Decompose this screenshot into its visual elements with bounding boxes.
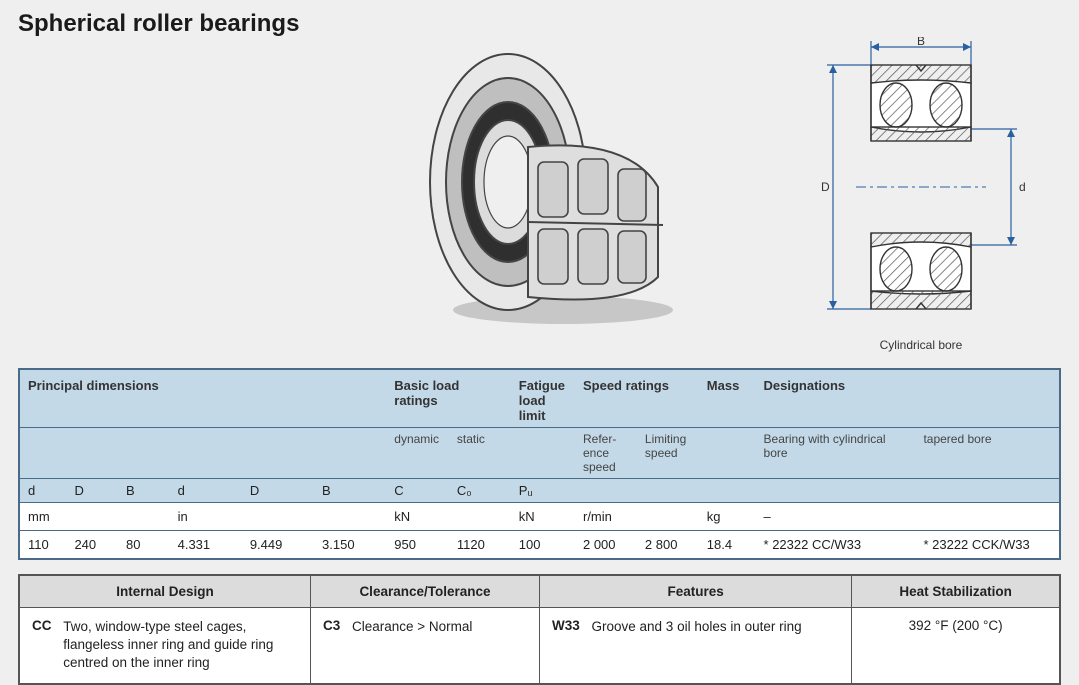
hdr-lim: Limiting speed xyxy=(637,428,699,479)
val-Pu: 100 xyxy=(511,531,575,560)
unit-dash: – xyxy=(756,503,1060,531)
val-B-in: 3.150 xyxy=(314,531,386,560)
sym-B-in: B xyxy=(314,479,386,503)
val-C0: 1120 xyxy=(449,531,511,560)
unit-kN: kN xyxy=(386,503,511,531)
sym-C: C xyxy=(386,479,449,503)
code-c3: C3 xyxy=(323,618,340,633)
sym-B: B xyxy=(118,479,170,503)
hdr-principal: Principal dimensions xyxy=(19,369,386,428)
val-D: 240 xyxy=(66,531,118,560)
feat-hdr-clearance: Clearance/Tolerance xyxy=(310,575,539,608)
code-w33: W33 xyxy=(552,618,580,633)
sym-D: D xyxy=(66,479,118,503)
feat-internal: CC Two, window-type steel cages, flangel… xyxy=(19,608,310,684)
hdr-desig-cyl: Bearing with cylindrical bore xyxy=(756,428,916,479)
unit-kN2: kN xyxy=(511,503,575,531)
bearing-3d-illustration xyxy=(398,32,698,337)
spec-table: Principal dimensions Basic load ratings … xyxy=(18,368,1061,560)
hdr-static: static xyxy=(449,428,511,479)
dim-label-D: D xyxy=(821,180,830,194)
feat-clearance: C3 Clearance > Normal xyxy=(310,608,539,684)
hdr-ref: Refer-ence speed xyxy=(575,428,637,479)
hdr-basicload: Basic load ratings xyxy=(386,369,511,428)
val-desig-cyl: * 22322 CC/W33 xyxy=(756,531,916,560)
hdr-dynamic: dynamic xyxy=(386,428,449,479)
hero-graphics: B D d xyxy=(18,42,1061,362)
schematic-caption: Cylindrical bore xyxy=(801,338,1041,352)
val-ref: 2 000 xyxy=(575,531,637,560)
unit-mm: mm xyxy=(19,503,170,531)
feat-hdr-features: Features xyxy=(539,575,851,608)
sym-D-in: D xyxy=(242,479,314,503)
val-desig-tap: * 23222 CCK/W33 xyxy=(915,531,1060,560)
hdr-fatigue: Fatigue load limit xyxy=(511,369,575,428)
val-D-in: 9.449 xyxy=(242,531,314,560)
feat-hdr-heat: Heat Stabilization xyxy=(852,575,1060,608)
text-clearance: Clearance > Normal xyxy=(352,618,472,636)
feat-hdr-internal: Internal Design xyxy=(19,575,310,608)
unit-kg: kg xyxy=(699,503,756,531)
val-d-in: 4.331 xyxy=(170,531,242,560)
sym-C0: C₀ xyxy=(449,479,511,503)
val-B: 80 xyxy=(118,531,170,560)
sym-d-in: d xyxy=(170,479,242,503)
hdr-speed: Speed ratings xyxy=(575,369,699,428)
schematic-diagram: B D d xyxy=(801,37,1041,352)
dim-label-d: d xyxy=(1019,180,1026,194)
text-features: Groove and 3 oil holes in outer ring xyxy=(592,618,802,636)
text-internal: Two, window-type steel cages, flangeless… xyxy=(63,618,289,673)
hdr-mass: Mass xyxy=(699,369,756,428)
dim-label-B: B xyxy=(917,37,925,48)
val-C: 950 xyxy=(386,531,449,560)
feat-heat: 392 °F (200 °C) xyxy=(852,608,1060,684)
val-d: 110 xyxy=(19,531,66,560)
val-lim: 2 800 xyxy=(637,531,699,560)
code-cc: CC xyxy=(32,618,52,633)
hdr-desig: Designations xyxy=(756,369,1060,428)
unit-in: in xyxy=(170,503,387,531)
features-table: Internal Design Clearance/Tolerance Feat… xyxy=(18,574,1061,685)
table-row: 110 240 80 4.331 9.449 3.150 950 1120 10… xyxy=(19,531,1060,560)
val-mass: 18.4 xyxy=(699,531,756,560)
hdr-desig-tap: tapered bore xyxy=(915,428,1060,479)
unit-rmin: r/min xyxy=(575,503,699,531)
feat-features: W33 Groove and 3 oil holes in outer ring xyxy=(539,608,851,684)
sym-d: d xyxy=(19,479,66,503)
sym-Pu: Pᵤ xyxy=(511,479,575,503)
